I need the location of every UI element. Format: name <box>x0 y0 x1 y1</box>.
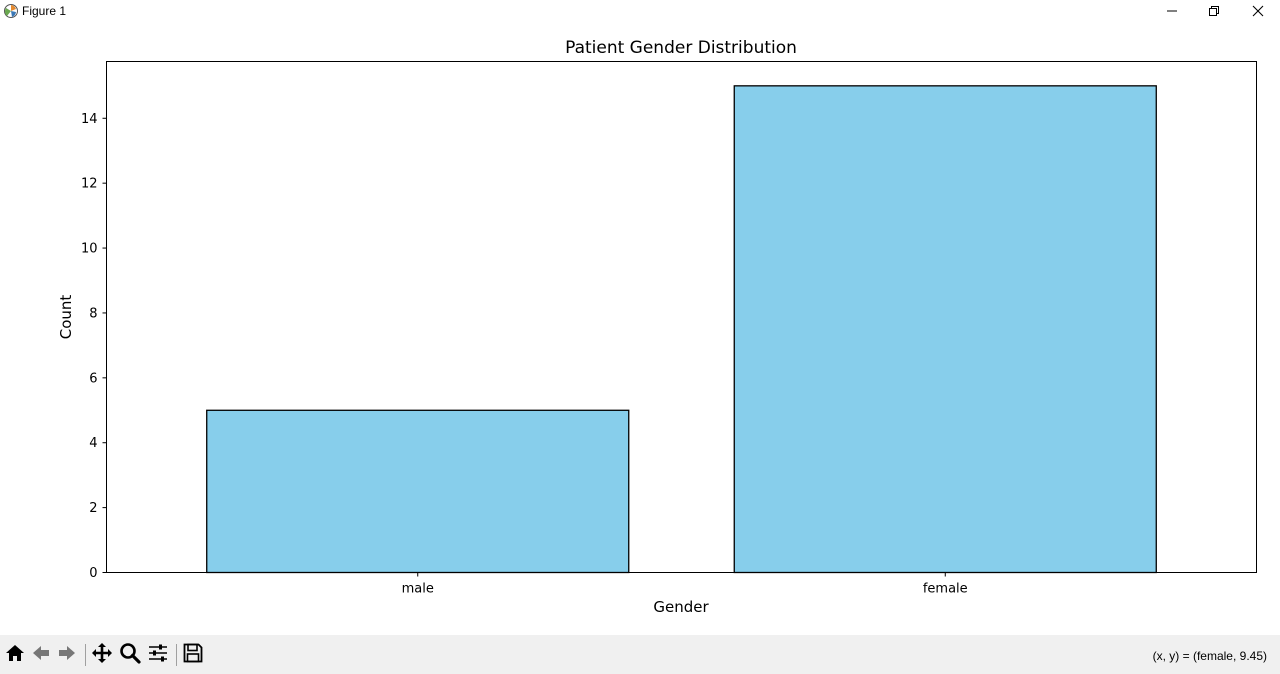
bar-male <box>206 409 630 574</box>
y-tick-label: 6 <box>89 371 97 386</box>
bar-female <box>733 85 1157 574</box>
toolbar-separator <box>85 644 86 666</box>
y-tick-label: 10 <box>81 242 98 257</box>
matplotlib-icon <box>3 3 19 19</box>
x-axis-label: Gender <box>653 598 709 616</box>
cursor-coordinates: (x, y) = (female, 9.45) <box>1152 649 1267 663</box>
close-button[interactable] <box>1236 0 1280 22</box>
restore-button[interactable] <box>1192 0 1236 22</box>
close-icon <box>1252 5 1264 17</box>
figure-canvas[interactable]: Patient Gender Distribution 0 2 4 6 8 10 12 14 m… <box>0 22 1280 635</box>
y-tick-label: 8 <box>89 306 97 321</box>
save-icon <box>182 642 204 668</box>
minimize-button[interactable] <box>1150 0 1194 22</box>
configure-subplots-button[interactable] <box>146 643 170 667</box>
configure-subplots-icon <box>147 642 169 668</box>
window-titlebar: Figure 1 <box>0 0 1280 22</box>
x-tick-label: male <box>402 582 434 597</box>
y-tick-label: 0 <box>89 566 97 581</box>
pan-button[interactable] <box>90 643 114 667</box>
forward-icon <box>57 643 77 667</box>
y-tick-label: 2 <box>89 501 97 516</box>
restore-icon <box>1208 5 1220 17</box>
y-tick-label: 4 <box>89 436 97 451</box>
zoom-icon <box>119 642 141 668</box>
save-button[interactable] <box>181 643 205 667</box>
axes-frame <box>106 61 1257 573</box>
y-axis-label: Count <box>57 295 75 340</box>
window-title: Figure 1 <box>22 4 67 18</box>
home-button[interactable] <box>3 643 27 667</box>
x-tick-label: female <box>923 582 968 597</box>
pan-icon <box>91 642 113 668</box>
back-icon <box>31 643 51 667</box>
bar-chart: Patient Gender Distribution 0 2 4 6 8 10 12 14 m… <box>57 38 1257 616</box>
y-tick-label: 12 <box>81 177 98 192</box>
y-tick-label: 14 <box>81 112 98 127</box>
back-button[interactable] <box>29 643 53 667</box>
minimize-icon <box>1166 5 1178 17</box>
toolbar-separator <box>176 644 177 666</box>
home-icon <box>5 643 25 667</box>
zoom-button[interactable] <box>118 643 142 667</box>
forward-button[interactable] <box>55 643 79 667</box>
chart-title: Patient Gender Distribution <box>565 38 797 58</box>
navigation-toolbar: (x, y) = (female, 9.45) <box>0 635 1280 674</box>
